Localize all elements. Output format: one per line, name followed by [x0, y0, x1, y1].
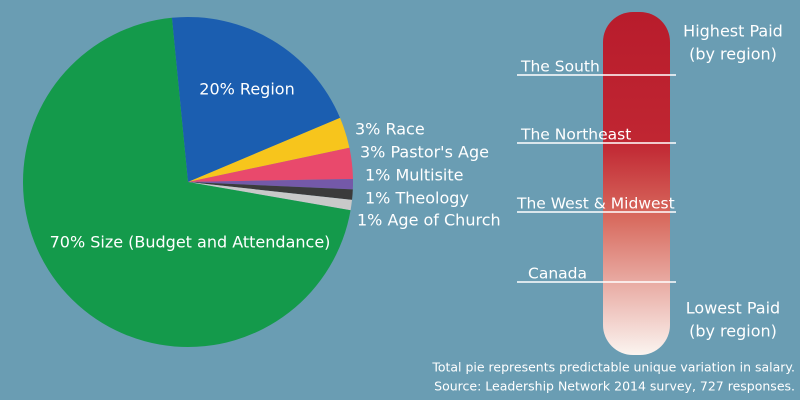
slice-label: 70% Size (Budget and Attendance)	[50, 233, 331, 252]
bottom-label: Lowest Paid	[686, 299, 780, 318]
slice-label: 3% Race	[355, 120, 425, 139]
top-label: Highest Paid	[683, 22, 783, 41]
region-label: The Northeast	[520, 126, 631, 144]
pie-slice	[171, 17, 341, 183]
footnote: Source: Leadership Network 2014 survey, …	[434, 379, 795, 394]
region-label: The West & Midwest	[516, 195, 675, 213]
pie-slice	[188, 182, 353, 200]
pie-slice	[22, 17, 351, 347]
salary-thermometer	[603, 12, 670, 355]
pie-slice	[188, 182, 353, 211]
footnote: Total pie represents predictable unique …	[431, 360, 795, 375]
slice-label: 3% Pastor's Age	[360, 143, 489, 162]
pie-slice	[188, 178, 353, 190]
slice-label: 1% Age of Church	[357, 211, 501, 230]
top-label: (by region)	[689, 45, 777, 64]
bottom-label: (by region)	[689, 322, 777, 341]
slice-label: 1% Theology	[365, 189, 469, 208]
slice-label: 20% Region	[199, 80, 294, 99]
pie-slice	[188, 147, 353, 182]
pie-slice	[188, 117, 350, 182]
region-label: The South	[520, 58, 600, 76]
slice-label: 1% Multisite	[365, 166, 463, 185]
region-label: Canada	[528, 265, 587, 283]
